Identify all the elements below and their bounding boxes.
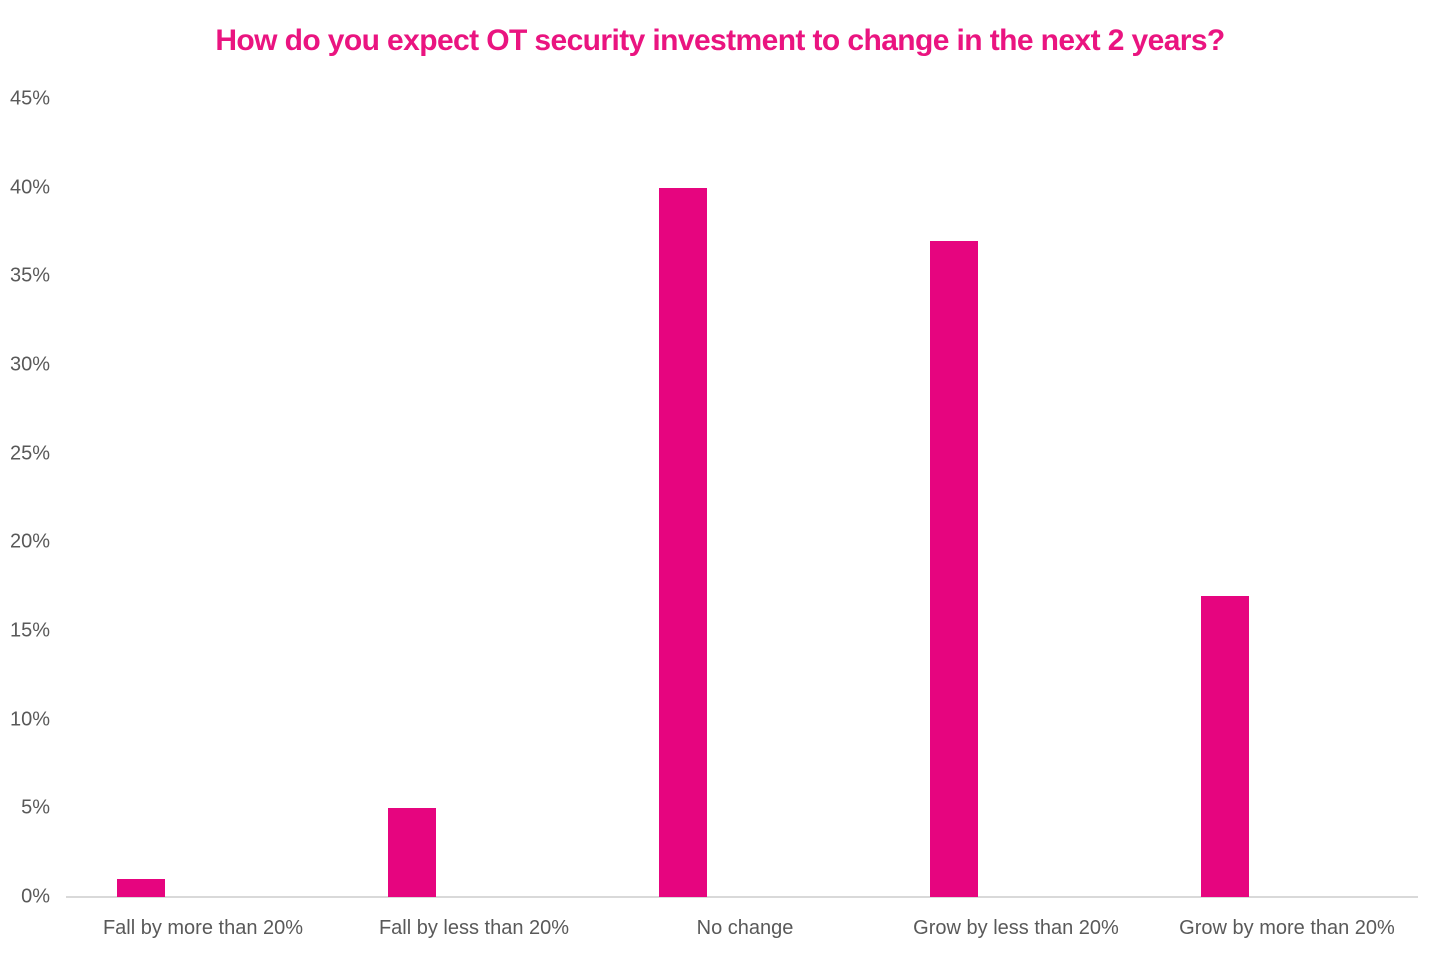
x-axis-line	[66, 896, 1418, 898]
y-tick-label: 15%	[9, 619, 50, 642]
x-tick-label: Fall by less than 20%	[378, 917, 570, 939]
bar-grow-by-less-than-20	[930, 240, 978, 897]
x-tick-label: Grow by more than 20%	[1179, 917, 1395, 939]
x-tick-label: Grow by less than 20%	[913, 917, 1119, 939]
x-tick-label: Fall by more than 20%	[102, 917, 304, 939]
bar-fall-by-less-than-20	[388, 808, 436, 897]
bar-no-change	[659, 187, 707, 897]
y-tick-label: 20%	[9, 530, 50, 553]
y-tick-label: 35%	[9, 264, 50, 287]
chart-title: How do you expect OT security investment…	[215, 24, 1225, 57]
y-tick-label: 40%	[9, 176, 50, 199]
y-tick-label: 45%	[9, 87, 50, 110]
bar-grow-by-more-than-20	[1201, 595, 1249, 897]
x-tick-label: No change	[696, 917, 794, 939]
y-tick-label: 25%	[9, 442, 50, 465]
y-tick-label: 30%	[9, 353, 50, 376]
y-tick-label: 0%	[21, 885, 50, 908]
bar-fall-by-more-than-20	[117, 879, 165, 897]
y-tick-label: 10%	[9, 708, 50, 731]
y-tick-label: 5%	[21, 796, 50, 819]
